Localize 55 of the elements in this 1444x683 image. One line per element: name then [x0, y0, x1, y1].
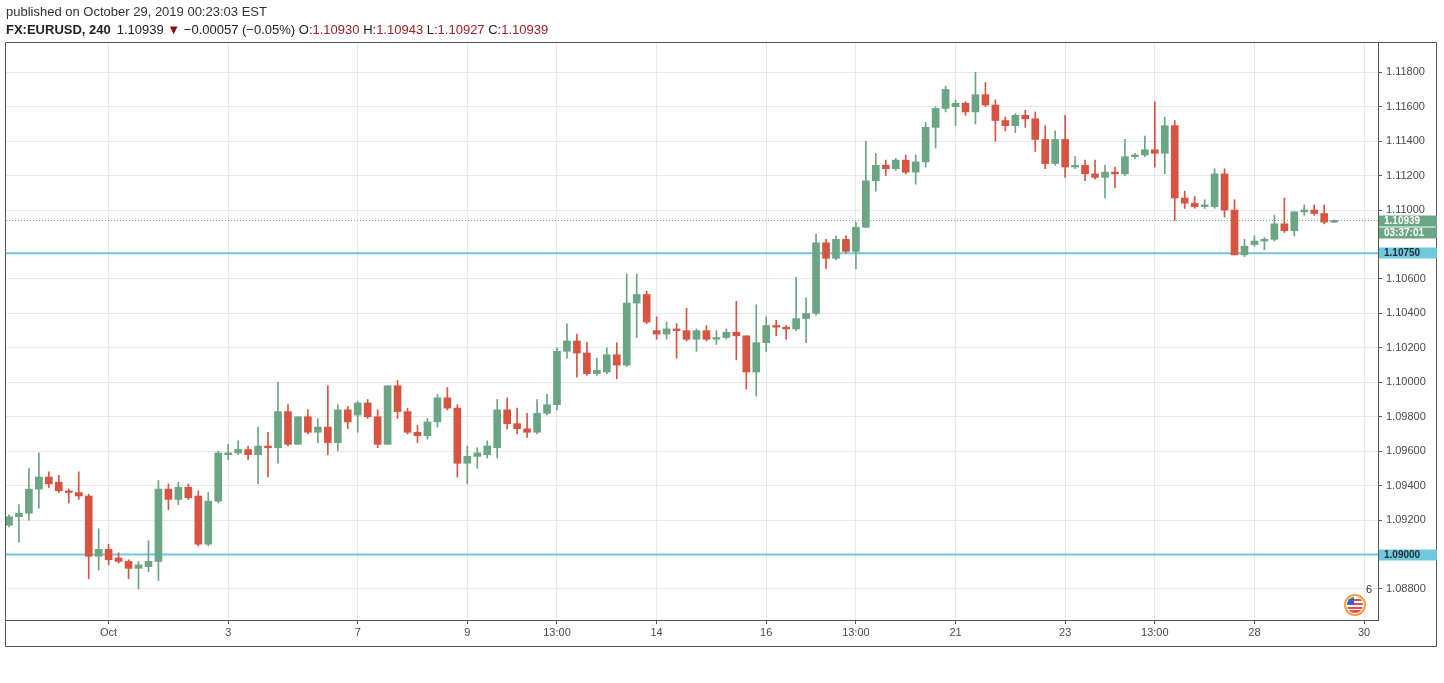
candlestick	[523, 412, 531, 438]
x-tick-label: 28	[1248, 625, 1261, 638]
y-tick-label: 1.09400	[1386, 478, 1426, 491]
text: 03:37:01	[1384, 227, 1425, 239]
candlestick	[792, 276, 800, 331]
candlestick	[15, 504, 23, 543]
ref-line-label: 1.10750	[1384, 247, 1421, 259]
candlestick	[1101, 164, 1109, 199]
y-tick-label: 1.10200	[1386, 340, 1426, 353]
candlestick	[74, 471, 83, 500]
ref-line-label: 1.09000	[1384, 549, 1421, 561]
candlestick	[314, 418, 322, 443]
x-tick-label: 21	[949, 625, 962, 638]
x-tick-label: 23	[1059, 625, 1072, 638]
candlestick	[593, 357, 601, 376]
x-tick-label: 16	[760, 625, 773, 638]
y-tick-label: 1.11000	[1386, 203, 1425, 216]
x-tick-label: 3	[225, 625, 232, 638]
y-tick-label: 1.09600	[1386, 444, 1426, 457]
x-tick-label: 7	[354, 625, 361, 638]
candlestick	[1091, 159, 1099, 180]
y-tick-label: 1.11800	[1386, 65, 1425, 78]
x-tick-label: 13:00	[543, 625, 571, 638]
y-tick-label: 1.10000	[1386, 375, 1426, 388]
candlestick	[513, 407, 521, 435]
y-tick-label: 1.09200	[1386, 513, 1426, 526]
candlestick	[632, 273, 641, 338]
x-tick-label: 13:00	[1141, 625, 1169, 638]
y-tick-label: 1.11600	[1386, 99, 1425, 112]
candlestick	[473, 447, 482, 469]
candlestick	[64, 488, 73, 504]
x-tick-label: 13:00	[842, 625, 870, 638]
y-tick-label: 1.10600	[1386, 272, 1426, 284]
candlestick	[324, 385, 332, 455]
x-tick-label: Oct	[100, 625, 118, 638]
x-tick-label: 14	[650, 625, 663, 638]
y-tick-label: 1.11200	[1386, 168, 1425, 181]
ref-line-label: 1.10939	[1384, 215, 1421, 227]
x-tick-label: 9	[464, 625, 471, 638]
x-tick-label: 30	[1357, 625, 1371, 638]
candlestick	[254, 426, 262, 485]
y-tick-label: 1.10400	[1386, 306, 1426, 319]
text: published on October 29, 2019 00:23:03 EST	[6, 4, 267, 19]
annotation: 6	[1366, 583, 1373, 595]
chart-title: FX:EURUSD, 240	[6, 22, 111, 37]
candlestick	[35, 452, 43, 509]
candlestick	[1150, 101, 1159, 168]
candlestick	[463, 445, 472, 485]
y-tick-label: 1.08800	[1386, 582, 1426, 595]
text: 1.10939 ▼ −0.00057 (−0.05%) O:1.10930 H:1.10943 L:1.10927 C:1.10939	[116, 22, 549, 37]
candlestick	[772, 319, 781, 337]
y-tick-label: 1.11400	[1386, 134, 1425, 147]
candlestick	[1021, 109, 1030, 128]
candlestick	[802, 297, 810, 344]
y-tick-label: 1.09800	[1386, 409, 1426, 422]
